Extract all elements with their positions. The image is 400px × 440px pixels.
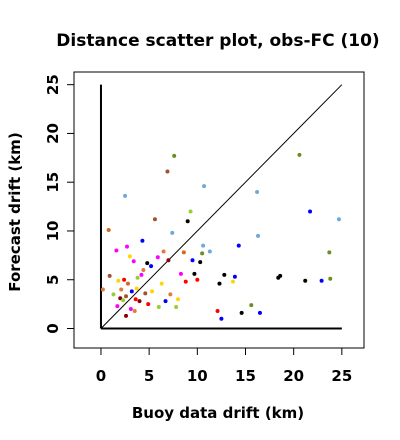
data-point-38 (163, 299, 168, 304)
data-point-23 (135, 275, 140, 280)
data-point-35 (156, 305, 161, 310)
data-point-30 (146, 302, 151, 307)
data-point-14 (124, 244, 129, 249)
x-tick-label-1: 5 (144, 367, 154, 385)
x-tick-label-5: 25 (331, 367, 352, 385)
data-point-58 (207, 249, 212, 254)
data-point-52 (192, 271, 197, 276)
y-tick-label-0: 0 (44, 323, 62, 333)
data-point-50 (188, 209, 193, 214)
data-point-61 (219, 316, 224, 321)
data-point-56 (201, 243, 206, 248)
data-point-34 (155, 255, 160, 260)
data-point-59 (215, 308, 220, 313)
data-point-60 (217, 281, 222, 286)
y-tick-label-4: 20 (44, 123, 62, 144)
data-point-2 (107, 273, 112, 278)
x-tick-label-0: 0 (96, 367, 106, 385)
data-point-51 (190, 258, 195, 263)
data-point-40 (166, 258, 171, 263)
data-point-79 (336, 217, 341, 222)
data-point-43 (172, 153, 177, 158)
x-tick-label-4: 20 (283, 367, 304, 385)
data-point-37 (161, 249, 166, 254)
data-point-24 (137, 299, 142, 304)
data-point-15 (125, 281, 130, 286)
data-point-42 (170, 230, 175, 235)
data-point-0 (100, 287, 105, 292)
data-point-3 (111, 292, 116, 297)
data-point-64 (232, 274, 237, 279)
data-point-54 (198, 260, 203, 265)
x-tick-label-2: 10 (187, 367, 208, 385)
data-point-49 (185, 219, 190, 224)
x-tick-label-3: 15 (235, 367, 256, 385)
data-point-22 (134, 286, 139, 291)
data-point-68 (255, 189, 260, 194)
data-point-12 (124, 294, 129, 299)
data-point-36 (159, 281, 164, 286)
y-tick-label-5: 25 (44, 74, 62, 95)
data-point-72 (278, 273, 283, 278)
data-point-25 (139, 272, 144, 277)
data-point-26 (140, 238, 145, 243)
data-point-62 (222, 272, 227, 277)
data-point-73 (297, 152, 302, 157)
data-point-7 (118, 296, 123, 301)
data-point-63 (230, 279, 235, 284)
plot-frame (73, 71, 365, 349)
data-point-75 (308, 209, 313, 214)
data-point-16 (127, 254, 132, 259)
one-to-one-line (100, 84, 343, 329)
data-point-41 (168, 292, 173, 297)
y-tick-label-3: 15 (44, 172, 62, 193)
data-point-70 (257, 310, 262, 315)
data-point-32 (150, 289, 155, 294)
data-point-1 (106, 227, 111, 232)
data-point-77 (327, 250, 332, 255)
data-point-13 (124, 313, 129, 318)
data-point-27 (141, 267, 146, 272)
data-point-10 (122, 277, 127, 282)
data-point-8 (119, 287, 124, 292)
data-point-53 (195, 277, 200, 282)
data-point-57 (202, 184, 207, 189)
data-point-39 (165, 169, 170, 174)
data-point-19 (131, 259, 136, 264)
data-point-44 (174, 305, 179, 310)
x-axis-label: Buoy data drift (km) (132, 404, 304, 422)
data-point-17 (128, 306, 133, 311)
data-point-4 (114, 248, 119, 253)
y-tick-label-1: 5 (44, 275, 62, 285)
data-point-45 (176, 297, 181, 302)
data-point-29 (145, 261, 150, 266)
data-point-31 (149, 264, 154, 269)
data-point-11 (123, 193, 128, 198)
data-point-69 (256, 233, 261, 238)
plot-area: 0 5 10 15 20 25 0 5 10 15 20 25 (44, 71, 365, 385)
data-point-18 (129, 289, 134, 294)
data-point-9 (121, 298, 126, 303)
data-point-48 (183, 279, 188, 284)
data-point-65 (236, 243, 241, 248)
data-point-5 (115, 304, 120, 309)
data-point-6 (116, 278, 121, 283)
data-point-55 (200, 251, 205, 256)
data-point-47 (181, 250, 186, 255)
data-point-67 (249, 303, 254, 308)
data-point-78 (328, 276, 333, 281)
data-point-20 (132, 308, 137, 313)
data-point-46 (178, 271, 183, 276)
data-point-33 (152, 217, 157, 222)
data-point-21 (133, 297, 138, 302)
data-point-76 (319, 278, 324, 283)
data-point-66 (239, 310, 244, 315)
data-point-28 (143, 291, 148, 296)
data-point-74 (303, 278, 308, 283)
y-axis-label: Forecast drift (km) (6, 132, 24, 291)
chart-title: Distance scatter plot, obs-FC (10) (56, 31, 379, 51)
y-tick-label-2: 10 (44, 221, 62, 242)
